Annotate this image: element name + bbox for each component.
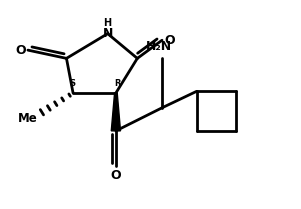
Text: H: H [104, 18, 112, 28]
Text: O: O [15, 44, 26, 57]
Polygon shape [111, 93, 120, 131]
Text: Me: Me [18, 112, 38, 125]
Text: O: O [110, 169, 121, 182]
Text: N: N [102, 27, 113, 40]
Text: R: R [114, 79, 121, 88]
Text: O: O [164, 34, 175, 47]
Text: H₂N: H₂N [146, 40, 172, 53]
Text: S: S [70, 79, 75, 88]
